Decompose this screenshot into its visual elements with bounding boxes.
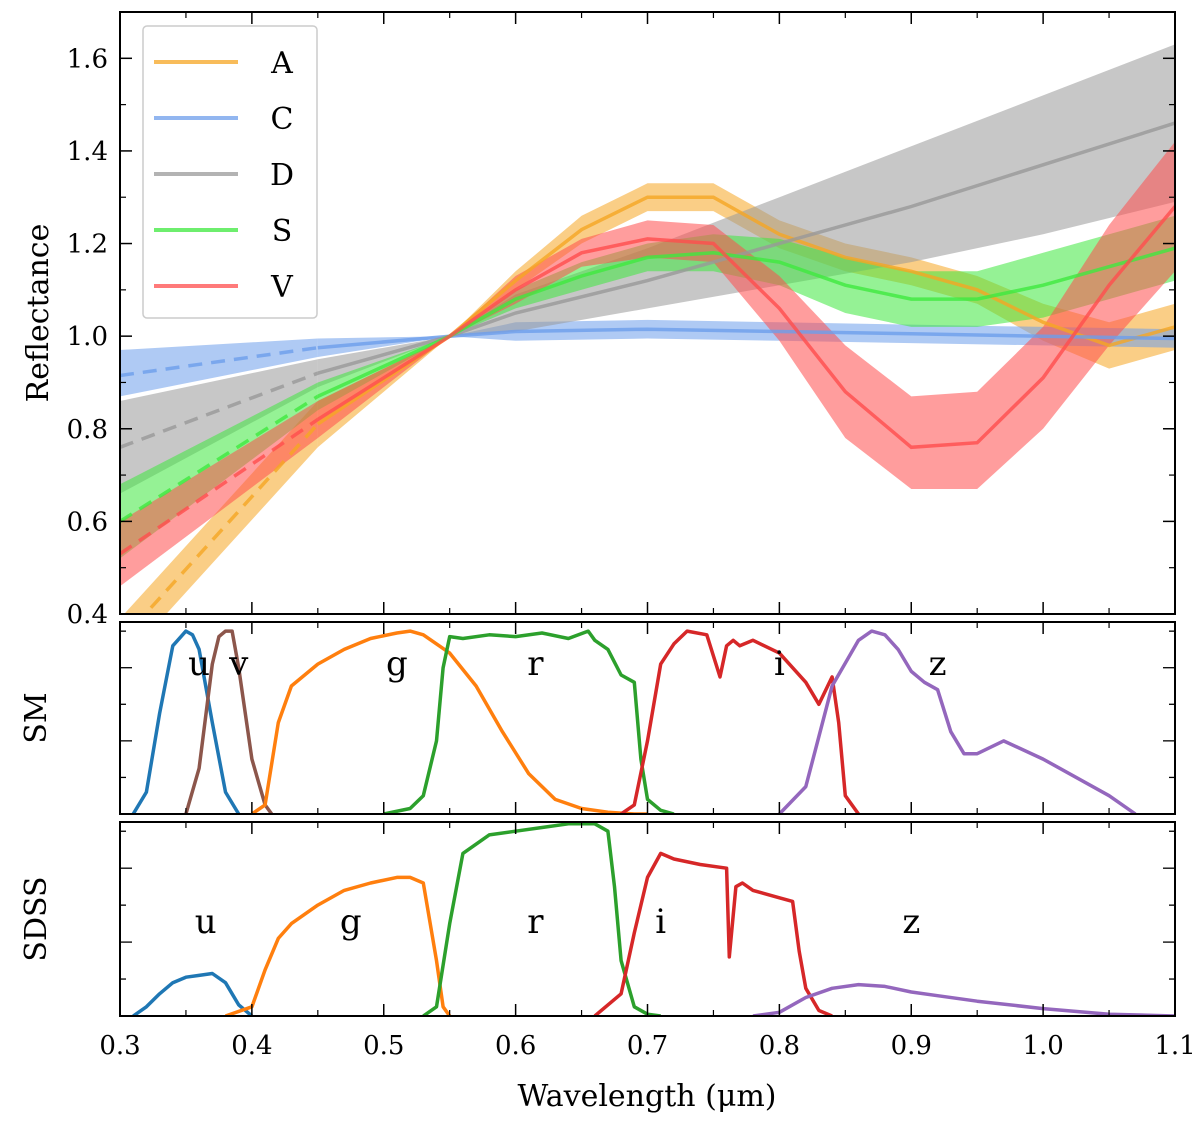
x-tick-label: 1.0	[1022, 1031, 1063, 1061]
sdss-filter-curve-z	[752, 982, 1175, 1016]
legend-label-s: S	[272, 214, 293, 249]
legend-label-c: C	[271, 102, 294, 137]
sm-filter-curve-u	[131, 629, 241, 814]
legend-label-d: D	[270, 158, 294, 193]
line-extrapolated-s	[120, 394, 319, 523]
sm-filter-curve-i	[620, 629, 860, 814]
sdss-filters-layer	[132, 822, 1175, 1016]
y-tick-label: 0.4	[67, 600, 108, 630]
sm-filters-layer	[131, 629, 1137, 814]
line-extrapolated-c	[120, 345, 319, 378]
x-tick-label: 0.7	[627, 1031, 668, 1061]
sm-filter-curve-g	[250, 629, 648, 814]
x-tick-label: 0.5	[363, 1031, 404, 1061]
sm-filter-label-g: g	[386, 644, 408, 684]
y-tick-label: 0.8	[67, 415, 108, 445]
y-axis-label-reflectance: Reflectance	[21, 224, 56, 403]
sm-filter-curve-v	[184, 629, 274, 814]
line-a	[316, 195, 1175, 426]
line-c	[317, 327, 1175, 350]
sdss-filter-label-g: g	[340, 902, 362, 942]
y-axis-label-sm: SM	[19, 692, 54, 743]
line-extrapolated-a	[142, 422, 320, 614]
reflectance-lines-layer	[120, 121, 1175, 614]
sdss-filter-curve-g	[224, 875, 452, 1016]
sdss-filter-curve-i	[593, 851, 833, 1016]
x-tick-label: 0.3	[99, 1031, 140, 1061]
sm-filter-curve-z	[778, 629, 1137, 814]
axes-frames-layer	[119, 11, 1176, 1017]
sdss-filter-curve-u	[132, 971, 254, 1016]
sm-filter-label-v: v	[228, 644, 249, 684]
y-tick-label: 1.4	[67, 137, 108, 167]
line-v	[316, 205, 1175, 450]
band-extrapolated-v	[120, 401, 318, 587]
y-tick-label: 1.2	[67, 230, 108, 260]
sm-filter-label-z: z	[929, 644, 947, 684]
x-tick-label: 0.9	[891, 1031, 932, 1061]
line-extrapolated-v	[120, 418, 319, 556]
sdss-filter-curve-r	[422, 822, 661, 1016]
sm-filter-label-u: u	[188, 644, 210, 684]
sm-filter-label-i: i	[774, 644, 785, 684]
sdss-filter-label-r: r	[527, 902, 544, 942]
y-tick-label: 0.6	[67, 507, 108, 537]
sm-filter-curve-r	[383, 629, 675, 814]
legend-label-v: V	[270, 270, 294, 305]
x-axis-label: Wavelength (μm)	[518, 1079, 777, 1114]
y-tick-label: 1.6	[67, 44, 108, 74]
band-v	[317, 141, 1175, 489]
y-tick-label: 1.0	[67, 322, 108, 352]
labels-layer: u v g r i zu g r i z0.40.60.81.01.21.41.60.3 0.4 0.…	[67, 25, 1196, 1061]
x-tick-label: 1.1	[1154, 1031, 1195, 1061]
sdss-filter-label-i: i	[655, 902, 666, 942]
line-d	[317, 121, 1175, 375]
y-axis-label-sdss: SDSS	[19, 876, 54, 961]
sdss-filter-label-u: u	[195, 902, 217, 942]
x-tick-label: 0.8	[759, 1031, 800, 1061]
x-tick-label: 0.6	[495, 1031, 536, 1061]
band-c	[317, 319, 1175, 357]
sm-filter-label-r: r	[527, 644, 544, 684]
line-s	[317, 246, 1175, 398]
axes-frame-sdss	[119, 821, 1176, 1017]
x-tick-label: 0.4	[231, 1031, 272, 1061]
sdss-filter-label-z: z	[902, 902, 920, 942]
legend-label-a: A	[270, 46, 293, 81]
line-extrapolated-d	[120, 371, 319, 449]
